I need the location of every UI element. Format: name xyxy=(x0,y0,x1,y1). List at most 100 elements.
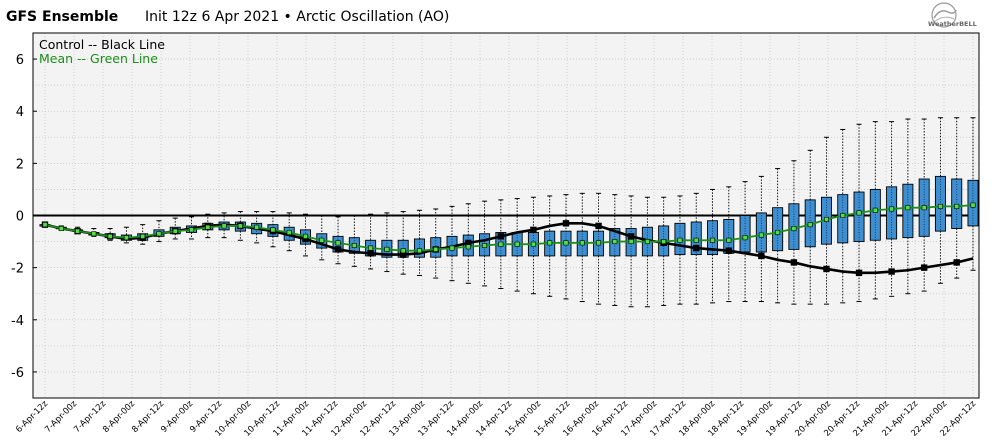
mean-point xyxy=(58,226,64,232)
mean-point xyxy=(221,223,227,229)
y-tick-label: 6 xyxy=(16,53,24,68)
mean-series xyxy=(42,202,976,254)
mean-point xyxy=(856,210,862,216)
control-point xyxy=(758,252,765,260)
mean-point xyxy=(286,229,292,235)
control-point xyxy=(855,269,863,277)
mean-point xyxy=(42,222,48,228)
mean-point xyxy=(237,223,243,229)
mean-point xyxy=(514,241,520,247)
mean-point xyxy=(335,240,341,246)
mean-point xyxy=(254,224,260,230)
mean-point xyxy=(319,237,325,243)
mean-point xyxy=(123,235,129,241)
mean-point xyxy=(205,224,211,230)
y-tick-label: 0 xyxy=(16,210,24,225)
mean-point xyxy=(775,229,781,235)
control-point xyxy=(562,220,570,227)
logo-text: WeatherBELL xyxy=(928,20,977,28)
mean-point xyxy=(644,239,650,245)
mean-point xyxy=(433,246,439,252)
ensemble-box xyxy=(853,191,865,243)
chart-title: GFS Ensemble xyxy=(6,9,118,25)
chart-subtitle: Init 12z 6 Apr 2021 • Arctic Oscillation… xyxy=(145,9,449,25)
mean-point xyxy=(530,241,536,247)
control-point xyxy=(595,222,602,230)
control-point xyxy=(790,259,798,266)
control-point xyxy=(530,226,537,234)
mean-point xyxy=(937,203,943,209)
plot-border xyxy=(32,32,980,399)
mean-point xyxy=(449,245,455,251)
y-tick-label: 2 xyxy=(16,157,24,172)
mean-point xyxy=(400,248,406,254)
mean-point xyxy=(482,242,488,248)
mean-point xyxy=(596,240,602,246)
mean-point xyxy=(107,233,113,239)
mean-point xyxy=(758,232,764,238)
mean-point xyxy=(547,240,553,246)
mean-point xyxy=(840,213,846,219)
legend-mean: Mean -- Green Line xyxy=(39,51,158,66)
mean-point xyxy=(384,246,390,252)
mean-point xyxy=(726,237,732,243)
mean-point xyxy=(368,245,374,251)
mean-point xyxy=(302,233,308,239)
control-point xyxy=(953,259,960,266)
control-point xyxy=(888,268,895,275)
mean-point xyxy=(156,231,162,237)
weatherbell-logo: WeatherBELL xyxy=(928,2,977,28)
control-point xyxy=(627,233,635,240)
mean-point xyxy=(91,231,97,237)
control-line xyxy=(44,222,974,275)
x-axis-ticks: 6-Apr-12z7-Apr-00z7-Apr-12z8-Apr-00z8-Ap… xyxy=(14,399,978,439)
mean-point xyxy=(270,227,276,233)
mean-point xyxy=(823,216,829,222)
y-tick-label: -4 xyxy=(11,314,24,329)
mean-point xyxy=(742,235,748,241)
mean-point xyxy=(693,237,699,243)
control-point xyxy=(497,233,505,240)
control-point xyxy=(334,246,342,253)
mean-point xyxy=(791,226,797,232)
control-point xyxy=(823,265,830,273)
control-point xyxy=(367,250,374,257)
mean-point xyxy=(954,203,960,209)
mean-point xyxy=(628,239,634,245)
control-point xyxy=(465,239,472,247)
mean-point xyxy=(498,241,504,247)
mean-point xyxy=(677,237,683,243)
ensemble-box xyxy=(951,178,963,229)
mean-point xyxy=(172,228,178,234)
grid xyxy=(33,33,979,398)
control-point xyxy=(302,235,309,243)
mean-point xyxy=(872,207,878,213)
mean-point xyxy=(970,202,976,208)
y-axis-ticks: -6 -4 -2 0 2 4 6 xyxy=(11,53,37,381)
mean-point xyxy=(351,242,357,248)
mean-point xyxy=(807,222,813,228)
mean-point xyxy=(710,237,716,243)
control-point xyxy=(399,251,407,258)
mean-point xyxy=(416,248,422,254)
mean-point xyxy=(189,227,195,233)
control-point xyxy=(920,264,928,271)
mean-line xyxy=(44,204,974,252)
legend-control: Control -- Black Line xyxy=(39,37,165,52)
y-tick-label: -6 xyxy=(11,366,24,381)
mean-point xyxy=(563,240,569,246)
y-tick-label: -2 xyxy=(11,262,24,277)
mean-point xyxy=(612,239,618,245)
y-tick-label: 4 xyxy=(16,105,24,120)
control-point xyxy=(693,244,700,252)
mean-point xyxy=(140,233,146,239)
control-point xyxy=(725,247,732,254)
mean-point xyxy=(579,240,585,246)
mean-point xyxy=(661,239,667,245)
mean-point xyxy=(465,244,471,250)
mean-point xyxy=(75,228,81,234)
ensemble-box xyxy=(772,207,784,252)
mean-point xyxy=(905,205,911,211)
mean-point xyxy=(889,206,895,212)
